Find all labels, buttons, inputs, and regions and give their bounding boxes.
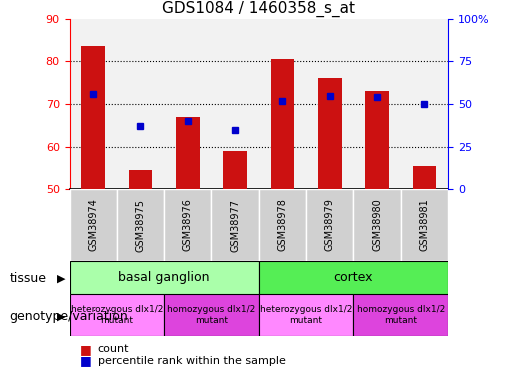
Text: genotype/variation: genotype/variation bbox=[9, 310, 128, 323]
Text: GSM38975: GSM38975 bbox=[135, 198, 146, 252]
Text: GSM38981: GSM38981 bbox=[419, 199, 430, 251]
Text: ▶: ▶ bbox=[57, 312, 65, 322]
Bar bbox=[259, 189, 306, 261]
Bar bbox=[70, 294, 164, 336]
Bar bbox=[306, 189, 353, 261]
Text: tissue: tissue bbox=[9, 272, 46, 285]
Text: GSM38974: GSM38974 bbox=[88, 199, 98, 251]
Text: percentile rank within the sample: percentile rank within the sample bbox=[98, 356, 286, 366]
Bar bbox=[259, 261, 448, 294]
Bar bbox=[70, 261, 259, 294]
Bar bbox=[224, 151, 247, 189]
Bar bbox=[212, 189, 259, 261]
Bar bbox=[318, 78, 341, 189]
Bar bbox=[117, 189, 164, 261]
Text: homozygous dlx1/2
mutant: homozygous dlx1/2 mutant bbox=[167, 305, 255, 325]
Text: ■: ■ bbox=[80, 343, 92, 356]
Text: ■: ■ bbox=[80, 354, 92, 367]
Bar bbox=[70, 189, 117, 261]
Bar bbox=[259, 294, 353, 336]
Text: ▶: ▶ bbox=[57, 273, 65, 283]
Bar bbox=[270, 59, 294, 189]
Bar bbox=[176, 117, 200, 189]
Text: GSM38977: GSM38977 bbox=[230, 198, 240, 252]
Text: GSM38976: GSM38976 bbox=[183, 199, 193, 251]
Bar bbox=[353, 189, 401, 261]
Text: GSM38979: GSM38979 bbox=[325, 199, 335, 251]
Bar bbox=[164, 294, 259, 336]
Bar bbox=[129, 170, 152, 189]
Text: GSM38980: GSM38980 bbox=[372, 199, 382, 251]
Bar bbox=[413, 166, 436, 189]
Text: heterozygous dlx1/2
mutant: heterozygous dlx1/2 mutant bbox=[71, 305, 163, 325]
Bar bbox=[365, 91, 389, 189]
Bar bbox=[81, 46, 105, 189]
Bar bbox=[164, 189, 212, 261]
Bar bbox=[401, 189, 448, 261]
Text: GSM38978: GSM38978 bbox=[278, 199, 287, 251]
Text: homozygous dlx1/2
mutant: homozygous dlx1/2 mutant bbox=[356, 305, 445, 325]
Bar bbox=[353, 294, 448, 336]
Title: GDS1084 / 1460358_s_at: GDS1084 / 1460358_s_at bbox=[162, 1, 355, 17]
Text: basal ganglion: basal ganglion bbox=[118, 271, 210, 284]
Text: heterozygous dlx1/2
mutant: heterozygous dlx1/2 mutant bbox=[260, 305, 352, 325]
Text: cortex: cortex bbox=[334, 271, 373, 284]
Text: count: count bbox=[98, 345, 129, 354]
